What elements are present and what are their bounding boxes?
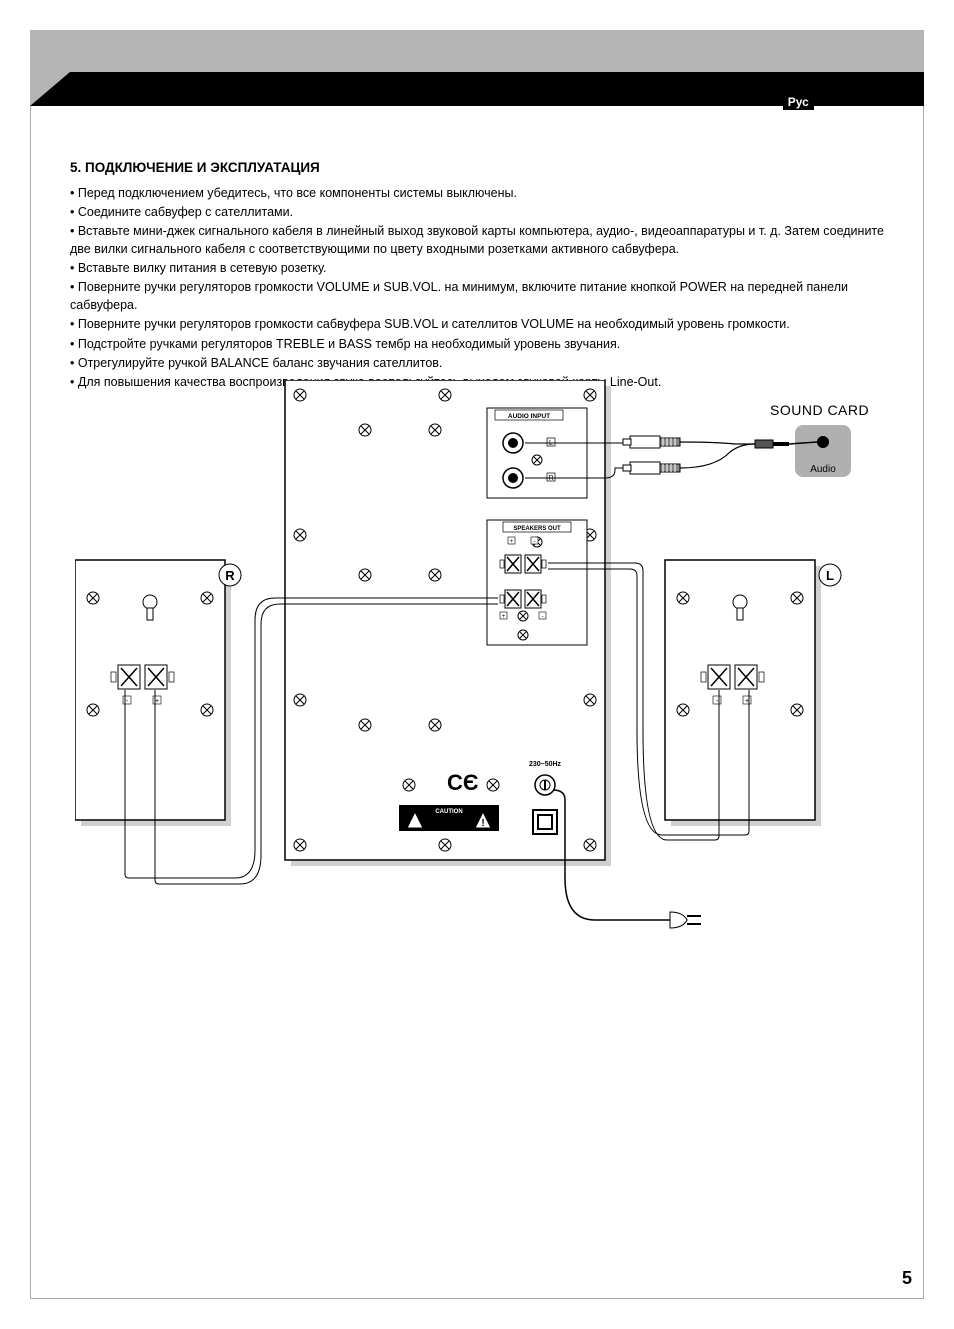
svg-text:-: - — [534, 539, 536, 545]
svg-text:L: L — [826, 568, 834, 583]
minijack-plug — [755, 440, 789, 448]
diagram-svg: AUDIO INPUT L R SPEAKERS OUT + - + - ϹЄ … — [75, 380, 875, 940]
svg-text:+: + — [745, 698, 749, 705]
sound-card-label: SOUND CARD — [770, 402, 869, 418]
audio-input-label: AUDIO INPUT — [508, 413, 550, 420]
svg-text:R: R — [225, 568, 235, 583]
lang-badge: Рус — [783, 94, 814, 110]
svg-text:!: ! — [481, 818, 484, 829]
svg-text:CAUTION: CAUTION — [435, 809, 462, 815]
svg-text:SPEAKERS OUT: SPEAKERS OUT — [513, 526, 561, 532]
svg-text:230~50Hz: 230~50Hz — [529, 761, 562, 768]
svg-text:+: + — [510, 539, 514, 545]
model-name: SVEN MS-970 — [821, 94, 906, 109]
bullet-item: • Перед подключением убедитесь, что все … — [70, 184, 904, 202]
header-label: Рус SVEN MS-970 — [783, 94, 906, 110]
svg-text:Audio: Audio — [810, 464, 836, 475]
bullet-item: • Отрегулируйте ручкой BALANCE баланс зв… — [70, 354, 904, 372]
content-area: 5. ПОДКЛЮЧЕНИЕ И ЭКСПЛУАТАЦИЯ • Перед по… — [70, 158, 904, 392]
connection-diagram: AUDIO INPUT L R SPEAKERS OUT + - + - ϹЄ … — [75, 380, 875, 940]
bullet-item: • Поверните ручки регуляторов громкости … — [70, 278, 904, 314]
bullet-item: • Вставьте мини-джек сигнального кабеля … — [70, 222, 904, 258]
rca-plug-r — [623, 462, 680, 474]
svg-text:+: + — [502, 614, 506, 620]
bullet-item: • Поверните ручки регуляторов громкости … — [70, 315, 904, 333]
header-wedge — [30, 72, 70, 106]
bullet-item: • Подстройте ручками регуляторов TREBLE … — [70, 335, 904, 353]
page-number: 5 — [902, 1268, 912, 1289]
bullet-item: • Соедините сабвуфер с сателлитами. — [70, 203, 904, 221]
svg-text:-: - — [542, 614, 544, 620]
ce-mark: ϹЄ — [447, 770, 479, 795]
section-title: 5. ПОДКЛЮЧЕНИЕ И ЭКСПЛУАТАЦИЯ — [70, 158, 904, 178]
rca-plug-l — [623, 436, 680, 448]
svg-text:+: + — [155, 698, 159, 705]
bullet-item: • Вставьте вилку питания в сетевую розет… — [70, 259, 904, 277]
